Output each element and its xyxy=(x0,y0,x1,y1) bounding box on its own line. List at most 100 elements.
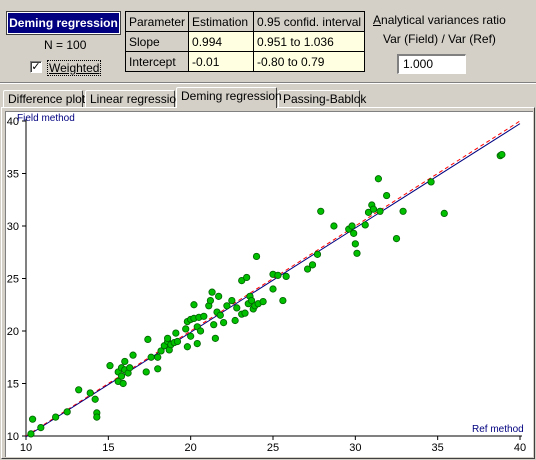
data-point xyxy=(369,205,378,213)
data-point xyxy=(376,207,384,215)
data-point xyxy=(28,415,37,423)
data-points xyxy=(27,150,506,438)
sample-size-label: N = 100 xyxy=(44,38,87,52)
x-tick-label: 10 xyxy=(20,442,32,454)
table-row: Slope 0.994 0.951 to 1.036 xyxy=(124,31,366,52)
intercept-estimate: -0.01 xyxy=(188,51,255,72)
data-point xyxy=(353,249,361,257)
data-point xyxy=(399,207,407,215)
data-point xyxy=(91,395,99,403)
y-tick-label: 20 xyxy=(7,326,19,338)
tab-difference-plot[interactable]: Difference plot xyxy=(3,90,85,107)
x-tick-label: 40 xyxy=(514,442,526,454)
check-mark-icon: ✓ xyxy=(31,61,41,73)
regression-lines xyxy=(25,120,521,438)
title-badge: Deming regression xyxy=(6,11,121,35)
data-point xyxy=(303,265,312,273)
data-point xyxy=(440,209,448,218)
data-point xyxy=(269,285,277,293)
data-point xyxy=(308,261,317,269)
data-point xyxy=(243,273,251,282)
data-point xyxy=(86,389,94,397)
data-point xyxy=(182,325,190,333)
data-point xyxy=(119,379,127,388)
y-tick-label: 25 xyxy=(7,274,19,286)
data-point xyxy=(274,271,282,279)
data-point xyxy=(164,334,172,342)
data-point xyxy=(193,340,201,348)
table-header-row: Parameter Estimation 0.95 confid. interv… xyxy=(124,11,366,32)
row-label-slope: Slope xyxy=(124,31,190,52)
weighted-label[interactable]: Weighted xyxy=(47,60,102,76)
data-point xyxy=(147,353,155,361)
data-point xyxy=(374,175,382,183)
tab-deming-regression[interactable]: Deming regression xyxy=(176,87,282,108)
data-point xyxy=(211,334,219,342)
data-point xyxy=(313,250,322,258)
slope-estimate: 0.994 xyxy=(188,31,255,52)
data-point xyxy=(247,296,256,305)
data-point xyxy=(208,288,216,296)
deming-scatter-plot: 10 15 20 25 30 35 40 10 15 20 25 30 35 40 Field metho… xyxy=(7,113,526,454)
y-tick-label: 40 xyxy=(7,116,19,128)
data-point xyxy=(361,221,369,229)
data-point xyxy=(144,335,152,343)
data-point xyxy=(215,292,223,300)
data-point xyxy=(317,207,325,215)
tab-passing-bablok[interactable]: Passing-Bablok xyxy=(278,90,366,107)
data-point xyxy=(196,327,205,335)
column-header-parameter: Parameter xyxy=(124,11,190,32)
data-point xyxy=(154,365,162,373)
data-point xyxy=(121,357,129,366)
data-point xyxy=(129,351,137,359)
data-point xyxy=(27,430,35,438)
x-tick-label: 15 xyxy=(102,442,114,454)
data-point xyxy=(183,343,191,351)
data-point xyxy=(172,329,180,337)
data-point xyxy=(206,296,215,305)
data-point xyxy=(282,272,290,280)
data-point xyxy=(126,364,134,372)
y-axis-title: Field method xyxy=(17,113,75,124)
weighted-checkbox[interactable]: ✓ xyxy=(30,61,42,73)
data-point xyxy=(154,353,162,361)
data-point xyxy=(259,298,267,306)
x-tick-label: 30 xyxy=(349,442,361,454)
section-divider xyxy=(0,82,536,84)
data-point xyxy=(142,368,150,376)
results-table: Parameter Estimation 0.95 confid. interv… xyxy=(124,11,366,72)
slope-confidence-interval: 0.951 to 1.036 xyxy=(253,31,366,52)
identity-line xyxy=(25,120,521,437)
data-point xyxy=(241,309,249,317)
data-point xyxy=(75,386,83,394)
data-point xyxy=(228,296,236,305)
variance-ratio-subtitle: Var (Field) / Var (Ref) xyxy=(383,32,496,46)
x-axis-title: Ref method xyxy=(472,424,524,435)
deming-regression-line xyxy=(25,123,521,438)
data-point xyxy=(383,191,391,200)
x-tick-label: 35 xyxy=(432,442,444,454)
data-point xyxy=(233,304,241,312)
variance-ratio-input[interactable]: 1.000 xyxy=(397,54,466,74)
table-row: Intercept -0.01 -0.80 to 0.79 xyxy=(124,51,366,72)
tab-linear-regression[interactable]: Linear regression xyxy=(85,90,183,107)
data-point xyxy=(63,408,71,416)
variance-ratio-title: Analytical variances ratio xyxy=(373,13,506,27)
y-tick-label: 35 xyxy=(7,169,19,181)
data-point xyxy=(279,296,287,305)
title-text: Deming regression xyxy=(9,16,118,30)
x-tick-label: 25 xyxy=(267,442,279,454)
data-point xyxy=(216,311,224,319)
data-point xyxy=(498,150,506,159)
column-header-confidence-interval: 0.95 confid. interval xyxy=(253,11,366,32)
data-point xyxy=(157,347,165,355)
x-tick-label: 20 xyxy=(185,442,197,454)
data-point xyxy=(200,312,208,320)
intercept-confidence-interval: -0.80 to 0.79 xyxy=(253,51,366,72)
data-point xyxy=(252,252,261,261)
y-tick-label: 10 xyxy=(7,431,19,443)
y-tick-label: 15 xyxy=(7,379,19,391)
y-tick-label: 30 xyxy=(7,221,19,233)
data-point xyxy=(351,240,359,248)
data-point xyxy=(427,178,435,186)
